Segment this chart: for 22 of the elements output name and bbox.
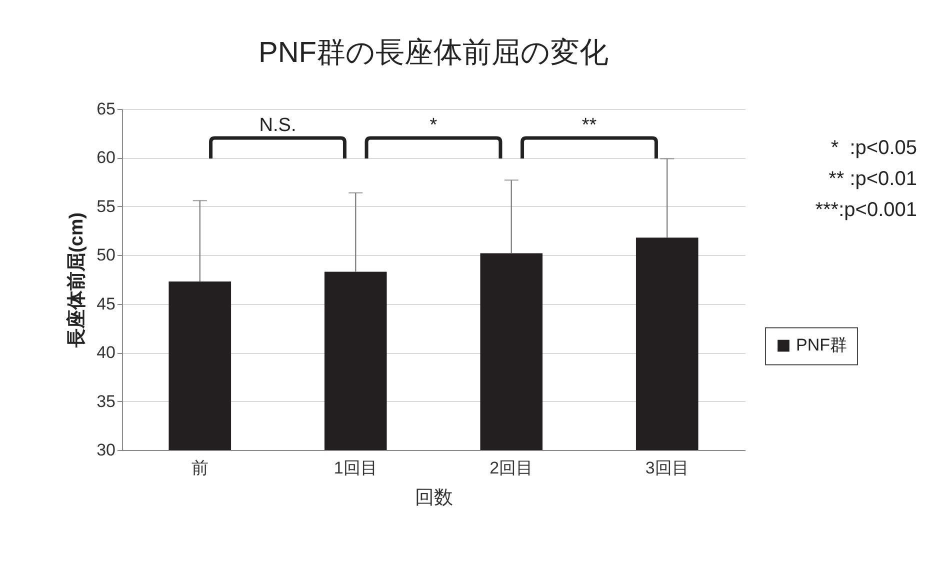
text: ** :p<0.01	[828, 168, 917, 191]
x-tick-label: 前	[191, 458, 208, 478]
y-tick-label: 50	[96, 246, 116, 265]
y-tick-label: 30	[96, 440, 116, 460]
chart-title: PNF群の長座体前屈の変化	[258, 37, 608, 69]
y-axis-title: 長座体前屈(cm)	[66, 212, 88, 349]
legend-label: PNF群	[796, 336, 847, 355]
y-tick-label: 60	[96, 148, 116, 168]
y-tick-label: 35	[96, 392, 116, 411]
annotation: N.S.	[259, 114, 296, 136]
x-axis-title: 回数	[415, 488, 453, 508]
annotation: *	[430, 114, 438, 136]
y-tick-label: 55	[96, 196, 116, 216]
text: ***:p<0.001	[815, 199, 917, 222]
x-tick-label: 3回目	[645, 458, 689, 478]
y-tick-label: 40	[96, 343, 116, 362]
x-tick-label: 2回目	[490, 458, 534, 478]
y-tick-label: 65	[96, 100, 116, 118]
x-tick-label: 1回目	[334, 458, 378, 478]
annotation: **	[582, 114, 598, 136]
text: * :p<0.05	[830, 137, 917, 160]
y-tick-label: 45	[96, 294, 116, 314]
